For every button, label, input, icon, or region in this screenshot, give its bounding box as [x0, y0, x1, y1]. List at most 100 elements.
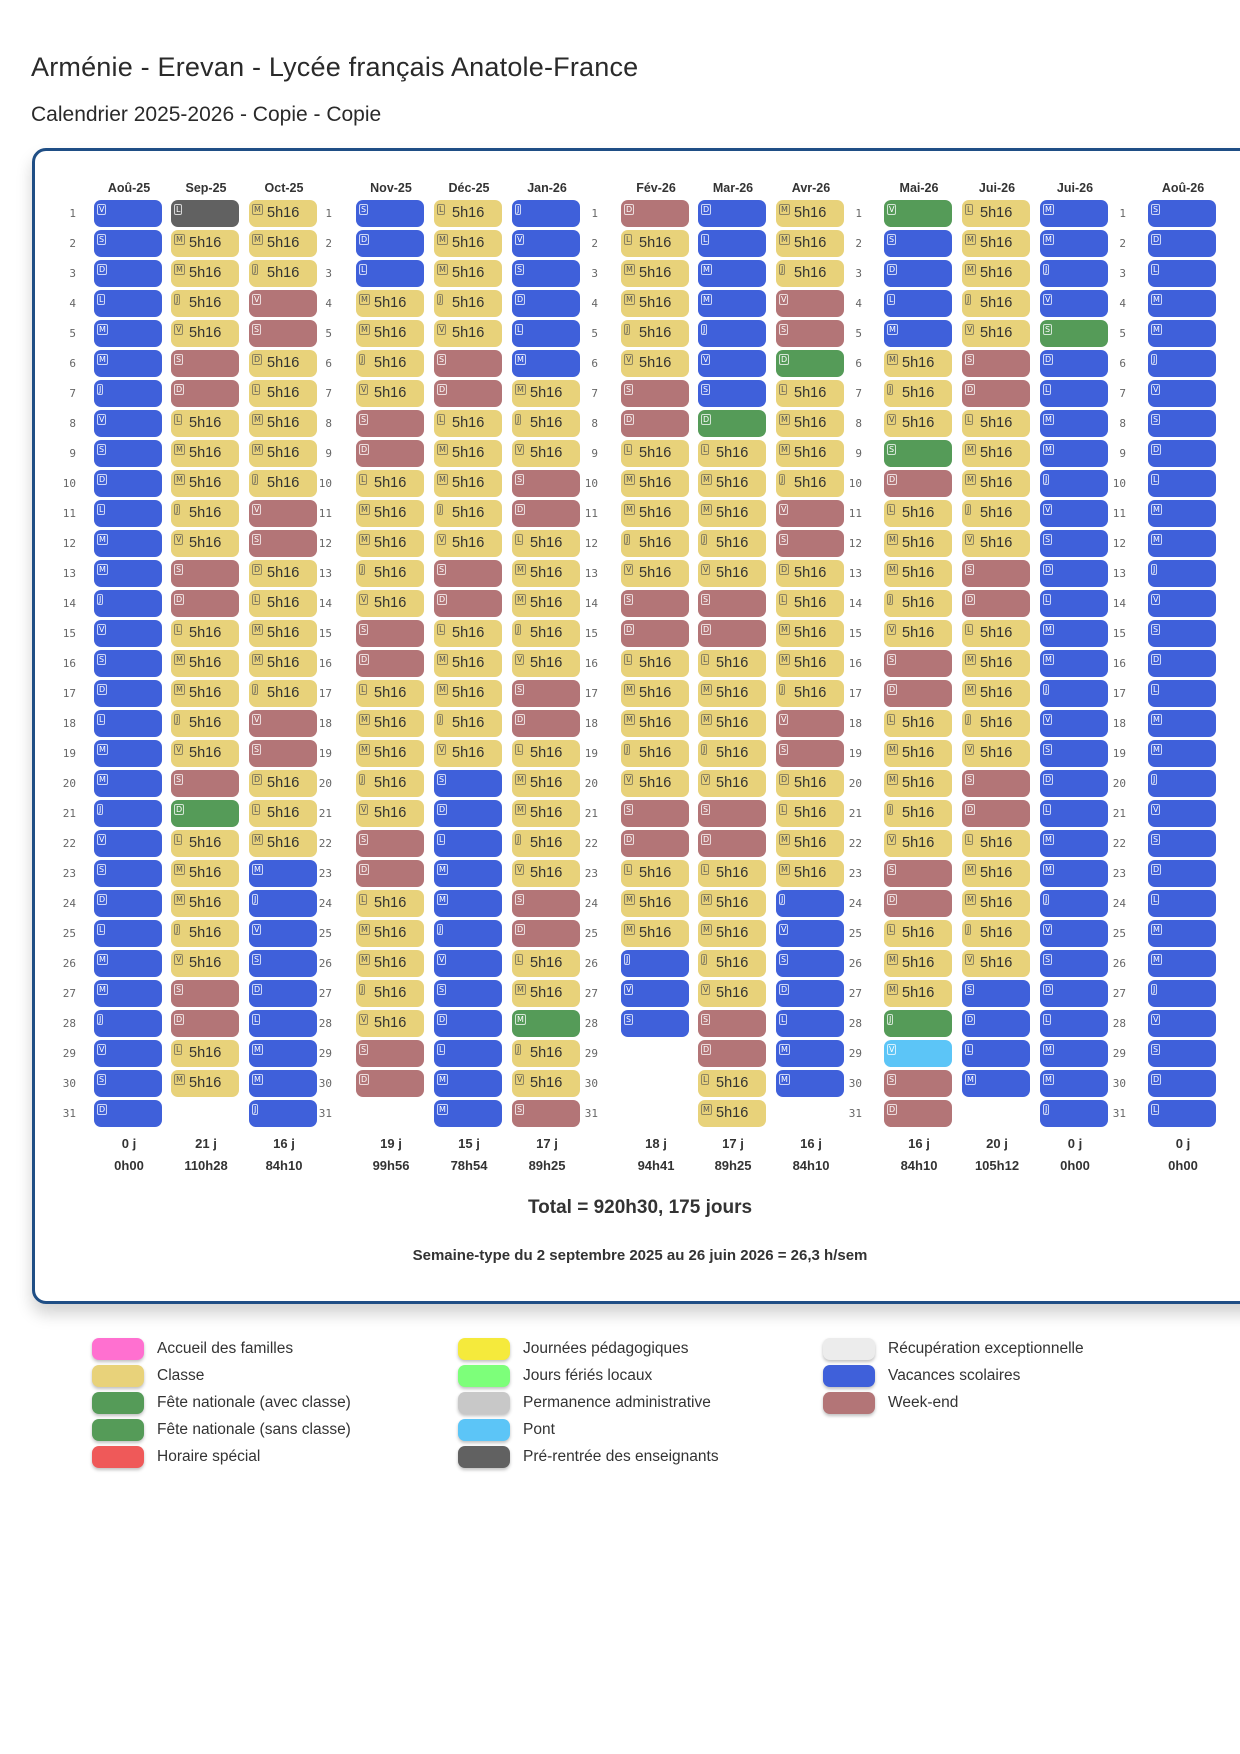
day-cell[interactable]: J 5h16	[171, 920, 239, 947]
day-cell[interactable]: S	[1040, 950, 1108, 977]
day-cell[interactable]: D	[884, 680, 952, 707]
day-cell[interactable]: L	[776, 1010, 844, 1037]
day-cell[interactable]: S	[1148, 200, 1216, 227]
day-cell[interactable]: M	[249, 1040, 317, 1067]
day-cell[interactable]: D	[94, 680, 162, 707]
day-cell[interactable]: M 5h16	[962, 860, 1030, 887]
day-cell[interactable]: V 5h16	[698, 560, 766, 587]
day-cell[interactable]: S	[94, 650, 162, 677]
day-cell[interactable]: S	[884, 860, 952, 887]
day-cell[interactable]: S	[434, 350, 502, 377]
day-cell[interactable]: D	[512, 920, 580, 947]
day-cell[interactable]: L 5h16	[512, 950, 580, 977]
day-cell[interactable]: J 5h16	[776, 470, 844, 497]
day-cell[interactable]: J	[1148, 770, 1216, 797]
day-cell[interactable]: M 5h16	[512, 380, 580, 407]
day-cell[interactable]: M 5h16	[434, 230, 502, 257]
day-cell[interactable]: S	[434, 770, 502, 797]
day-cell[interactable]: V	[698, 350, 766, 377]
day-cell[interactable]: M 5h16	[249, 410, 317, 437]
day-cell[interactable]: L 5h16	[621, 860, 689, 887]
day-cell[interactable]: L 5h16	[962, 830, 1030, 857]
day-cell[interactable]: S	[249, 320, 317, 347]
day-cell[interactable]: S	[171, 980, 239, 1007]
day-cell[interactable]: J	[94, 1010, 162, 1037]
day-cell[interactable]: S	[94, 230, 162, 257]
day-cell[interactable]: L	[1148, 680, 1216, 707]
day-cell[interactable]: S	[249, 950, 317, 977]
day-cell[interactable]: M	[1040, 230, 1108, 257]
day-cell[interactable]: M 5h16	[884, 980, 952, 1007]
day-cell[interactable]: V 5h16	[884, 620, 952, 647]
day-cell[interactable]: M 5h16	[356, 500, 424, 527]
day-cell[interactable]: M 5h16	[512, 770, 580, 797]
day-cell[interactable]: V 5h16	[171, 950, 239, 977]
day-cell[interactable]: M	[94, 530, 162, 557]
day-cell[interactable]: M	[249, 860, 317, 887]
day-cell[interactable]: L 5h16	[621, 650, 689, 677]
day-cell[interactable]: D	[356, 860, 424, 887]
day-cell[interactable]: D 5h16	[776, 770, 844, 797]
day-cell[interactable]: M 5h16	[698, 470, 766, 497]
day-cell[interactable]: L	[94, 290, 162, 317]
day-cell[interactable]: V 5h16	[356, 800, 424, 827]
day-cell[interactable]: D	[962, 380, 1030, 407]
day-cell[interactable]: J 5h16	[434, 290, 502, 317]
day-cell[interactable]: V	[1148, 1010, 1216, 1037]
day-cell[interactable]: J 5h16	[962, 500, 1030, 527]
day-cell[interactable]: J 5h16	[512, 410, 580, 437]
day-cell[interactable]: S	[776, 320, 844, 347]
day-cell[interactable]: L 5h16	[171, 620, 239, 647]
day-cell[interactable]: M	[434, 1070, 502, 1097]
day-cell[interactable]: M	[94, 740, 162, 767]
day-cell[interactable]: M 5h16	[776, 230, 844, 257]
day-cell[interactable]: M	[249, 1070, 317, 1097]
day-cell[interactable]: M 5h16	[434, 440, 502, 467]
day-cell[interactable]: L 5h16	[249, 800, 317, 827]
day-cell[interactable]: D	[1148, 860, 1216, 887]
day-cell[interactable]: D 5h16	[776, 560, 844, 587]
day-cell[interactable]: S	[621, 590, 689, 617]
day-cell[interactable]: L 5h16	[434, 620, 502, 647]
day-cell[interactable]: M	[1040, 860, 1108, 887]
day-cell[interactable]: J	[94, 380, 162, 407]
day-cell[interactable]: L	[434, 1040, 502, 1067]
day-cell[interactable]: M	[1040, 410, 1108, 437]
day-cell[interactable]: L 5h16	[171, 830, 239, 857]
day-cell[interactable]: L	[1040, 380, 1108, 407]
day-cell[interactable]: J 5h16	[962, 710, 1030, 737]
day-cell[interactable]: M	[1148, 290, 1216, 317]
day-cell[interactable]: D 5h16	[249, 350, 317, 377]
day-cell[interactable]: V	[249, 500, 317, 527]
day-cell[interactable]: L	[1148, 470, 1216, 497]
day-cell[interactable]: M	[1148, 320, 1216, 347]
day-cell[interactable]: S	[356, 1040, 424, 1067]
day-cell[interactable]: L 5h16	[356, 470, 424, 497]
day-cell[interactable]: D	[94, 890, 162, 917]
day-cell[interactable]: J 5h16	[512, 830, 580, 857]
day-cell[interactable]: M	[1040, 1070, 1108, 1097]
day-cell[interactable]: V 5h16	[171, 320, 239, 347]
day-cell[interactable]: L 5h16	[434, 200, 502, 227]
day-cell[interactable]: M	[1040, 1040, 1108, 1067]
day-cell[interactable]: M 5h16	[621, 260, 689, 287]
day-cell[interactable]: S	[962, 560, 1030, 587]
day-cell[interactable]: J	[512, 200, 580, 227]
day-cell[interactable]: M 5h16	[171, 260, 239, 287]
day-cell[interactable]: J 5h16	[884, 380, 952, 407]
day-cell[interactable]: M 5h16	[884, 530, 952, 557]
day-cell[interactable]: M	[962, 1070, 1030, 1097]
day-cell[interactable]: J	[1040, 890, 1108, 917]
day-cell[interactable]: D	[356, 440, 424, 467]
day-cell[interactable]: L 5h16	[698, 860, 766, 887]
day-cell[interactable]: D	[1148, 440, 1216, 467]
day-cell[interactable]: J	[1148, 980, 1216, 1007]
day-cell[interactable]: M 5h16	[698, 680, 766, 707]
day-cell[interactable]: L	[698, 230, 766, 257]
day-cell[interactable]: D	[94, 470, 162, 497]
day-cell[interactable]: D 5h16	[249, 770, 317, 797]
day-cell[interactable]: M	[776, 1070, 844, 1097]
day-cell[interactable]: D	[884, 470, 952, 497]
day-cell[interactable]: D	[434, 800, 502, 827]
day-cell[interactable]: J 5h16	[434, 500, 502, 527]
